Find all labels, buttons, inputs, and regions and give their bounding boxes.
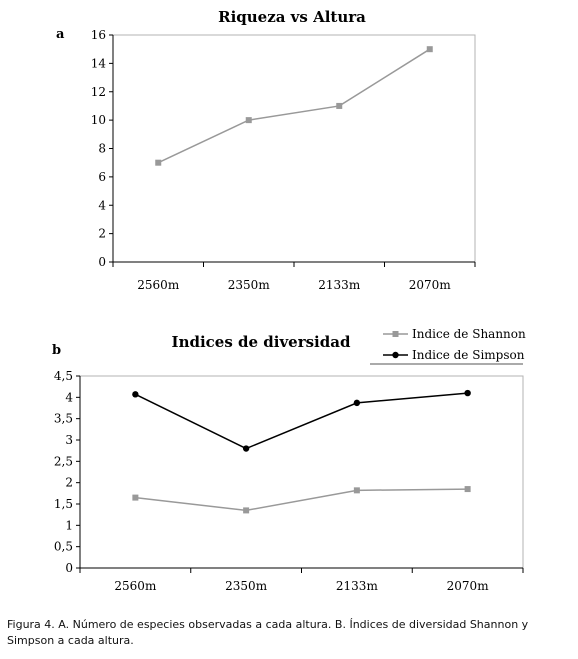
chart-b-series	[132, 389, 471, 514]
chart-b-axes: 0 0,5 1 1,5 2 2,5 3 3,5 4 4,5 2560m 2350m 2133m 2070m	[54, 369, 524, 593]
data-point-marker	[426, 46, 433, 53]
legend-label: Indice de Shannon	[412, 327, 526, 341]
panel-a-label: a	[56, 27, 65, 42]
y-tick-label: 14	[91, 56, 107, 70]
y-tick-label: 0,5	[54, 540, 73, 554]
x-tick-label: 2070m	[447, 579, 490, 593]
y-tick-label: 4	[65, 390, 73, 404]
y-tick-label: 2,5	[54, 454, 73, 468]
y-tick-label: 0	[65, 561, 73, 575]
x-tick-label: 2560m	[137, 278, 180, 292]
panel-b-label: b	[52, 343, 61, 358]
data-point-marker	[353, 487, 360, 494]
data-point-marker	[132, 391, 139, 398]
data-point-marker	[336, 102, 343, 109]
y-tick-label: 3,5	[54, 412, 73, 426]
data-point-marker	[132, 494, 139, 501]
y-tick-label: 1	[65, 518, 73, 532]
y-tick-label: 12	[91, 85, 106, 99]
data-point-marker	[243, 507, 250, 514]
y-tick-label: 1,5	[54, 497, 73, 511]
y-tick-label: 4	[98, 198, 106, 212]
chart-a-title: Riqueza vs Altura	[218, 8, 366, 26]
data-point-marker	[353, 399, 361, 407]
chart-a: a Riqueza vs Altura 0 2 4 6 8 10 12 14 16 2560m 23…	[56, 8, 476, 292]
legend-label: Indice de Simpson	[412, 348, 525, 362]
series-line	[135, 488, 468, 512]
data-point-marker	[155, 159, 162, 166]
data-point-marker	[464, 486, 471, 493]
series-line	[157, 48, 431, 164]
y-tick-label: 6	[98, 170, 106, 184]
y-tick-label: 16	[91, 28, 106, 42]
x-tick-label: 2070m	[409, 278, 452, 292]
data-point-marker	[245, 117, 252, 124]
y-tick-label: 3	[65, 433, 73, 447]
legend-swatch-marker	[392, 331, 399, 337]
chart-b-plot-frame	[79, 375, 524, 569]
data-point-marker	[242, 445, 250, 452]
chart-a-plot-frame	[112, 34, 476, 263]
y-tick-label: 8	[98, 142, 106, 156]
x-tick-label: 2350m	[225, 579, 268, 593]
y-tick-label: 2	[65, 476, 73, 490]
x-tick-label: 2133m	[318, 278, 361, 292]
chart-b-legend: Indice de Shannon Indice de Simpson	[370, 327, 526, 365]
y-tick-label: 10	[91, 113, 106, 127]
legend-swatch-marker	[392, 351, 399, 359]
x-tick-label: 2350m	[228, 278, 271, 292]
data-point-marker	[464, 389, 471, 397]
chart-a-axes: 0 2 4 6 8 10 12 14 16 2560m 2350m 2133m 2070m	[91, 28, 476, 292]
y-tick-label: 0	[98, 255, 106, 269]
figure-caption: Figura 4. A. Número de especies observad…	[7, 618, 529, 647]
y-tick-label: 4,5	[54, 369, 73, 383]
y-tick-label: 2	[98, 227, 106, 241]
chart-a-series	[155, 46, 433, 166]
series-line	[135, 392, 468, 450]
x-tick-label: 2560m	[114, 579, 157, 593]
x-tick-label: 2133m	[336, 579, 379, 593]
chart-b: b Indices de diversidad 0 0,5 1 1,5 2 2,5 3 3,5…	[52, 325, 530, 593]
chart-b-title: Indices de diversidad	[172, 333, 351, 351]
